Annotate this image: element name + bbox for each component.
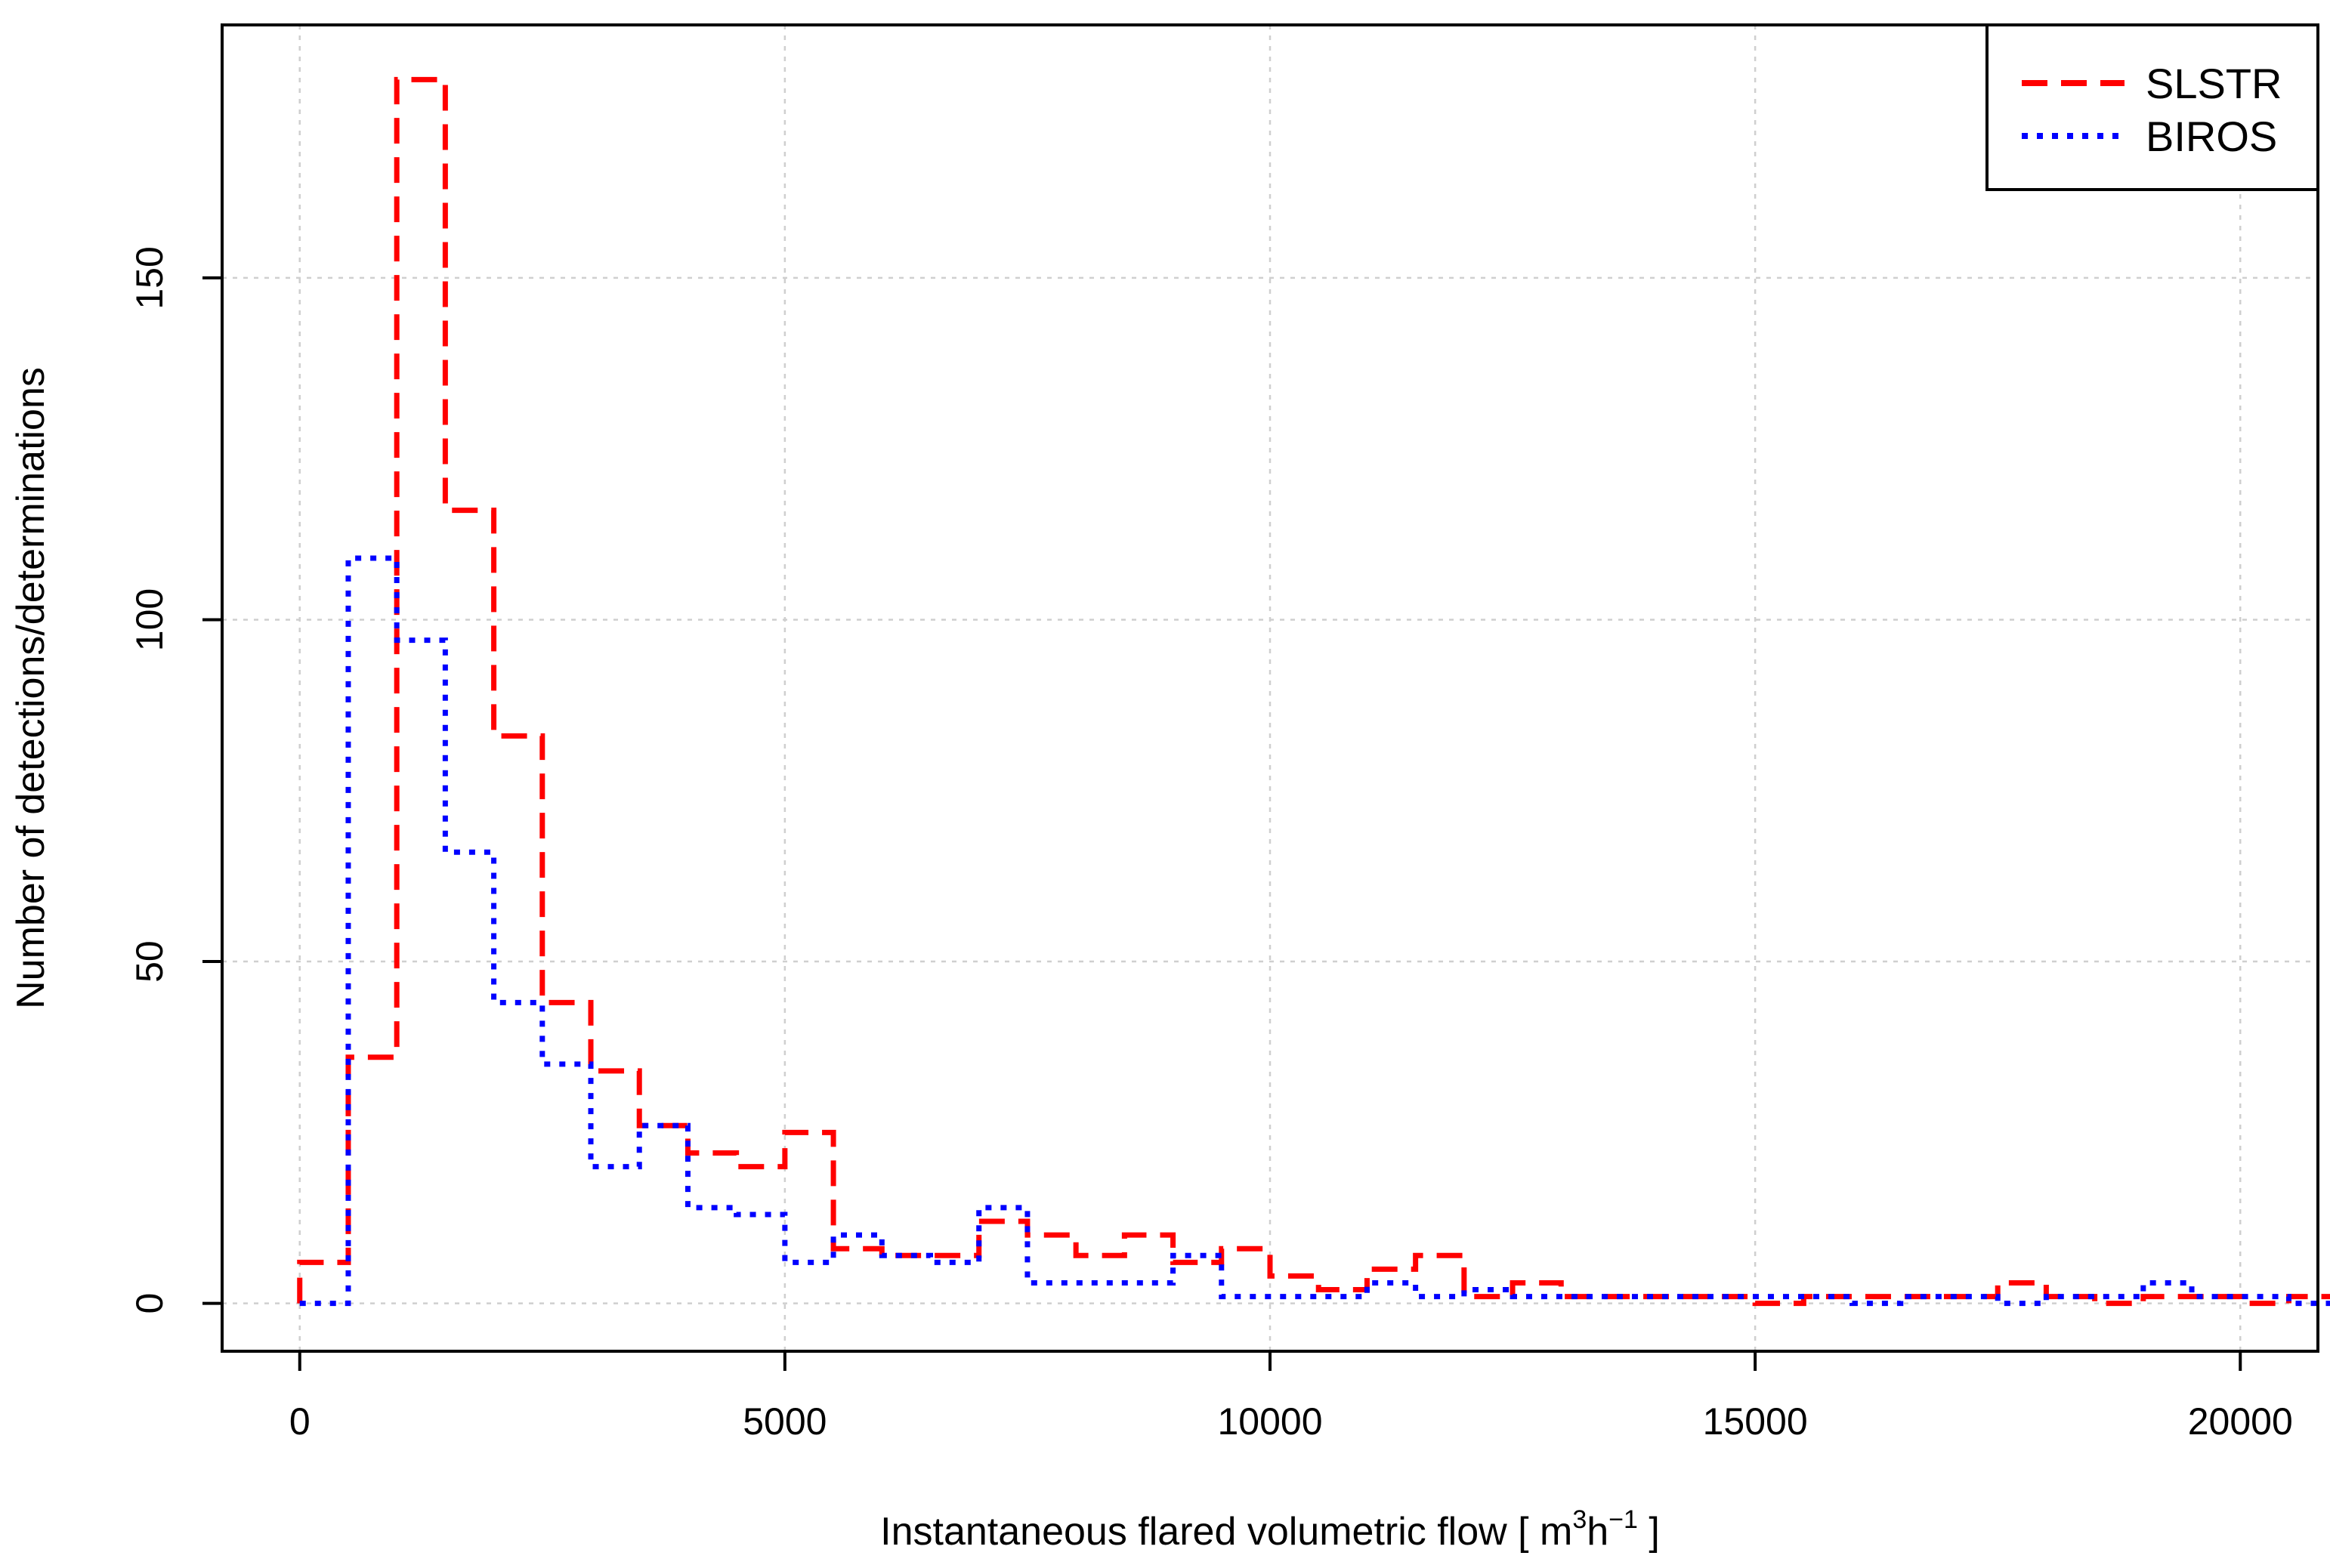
legend-label-biros: BIROS [2146,113,2277,160]
legend-label-slstr: SLSTR [2146,60,2282,107]
y-tick-label: 50 [128,940,171,983]
y-axis-title: Number of detections/determinations [9,367,53,1009]
legend-box [1985,23,2319,191]
x-axis-title: Instantaneous flared volumetric flow [ m… [880,1505,1660,1554]
x-tick-label: 0 [289,1400,311,1443]
x-tick-label: 5000 [743,1400,827,1443]
y-tick-label: 100 [128,588,171,651]
y-tick-label: 0 [128,1293,171,1314]
x-tick-label: 10000 [1217,1400,1322,1443]
series-biros-line [299,555,2330,1307]
grid-lines [222,25,2318,1351]
x-tick-label: 20000 [2188,1400,2293,1443]
series-slstr-line [297,76,2330,1307]
plot-frame [221,23,2319,1353]
x-tick-label: 15000 [1703,1400,1808,1443]
y-tick-label: 150 [128,246,171,309]
legend: SLSTR BIROS [1985,23,2319,191]
axes: 0 5000 10000 15000 20000 0 50 100 150 [128,246,2293,1443]
histogram-series [297,76,2330,1307]
